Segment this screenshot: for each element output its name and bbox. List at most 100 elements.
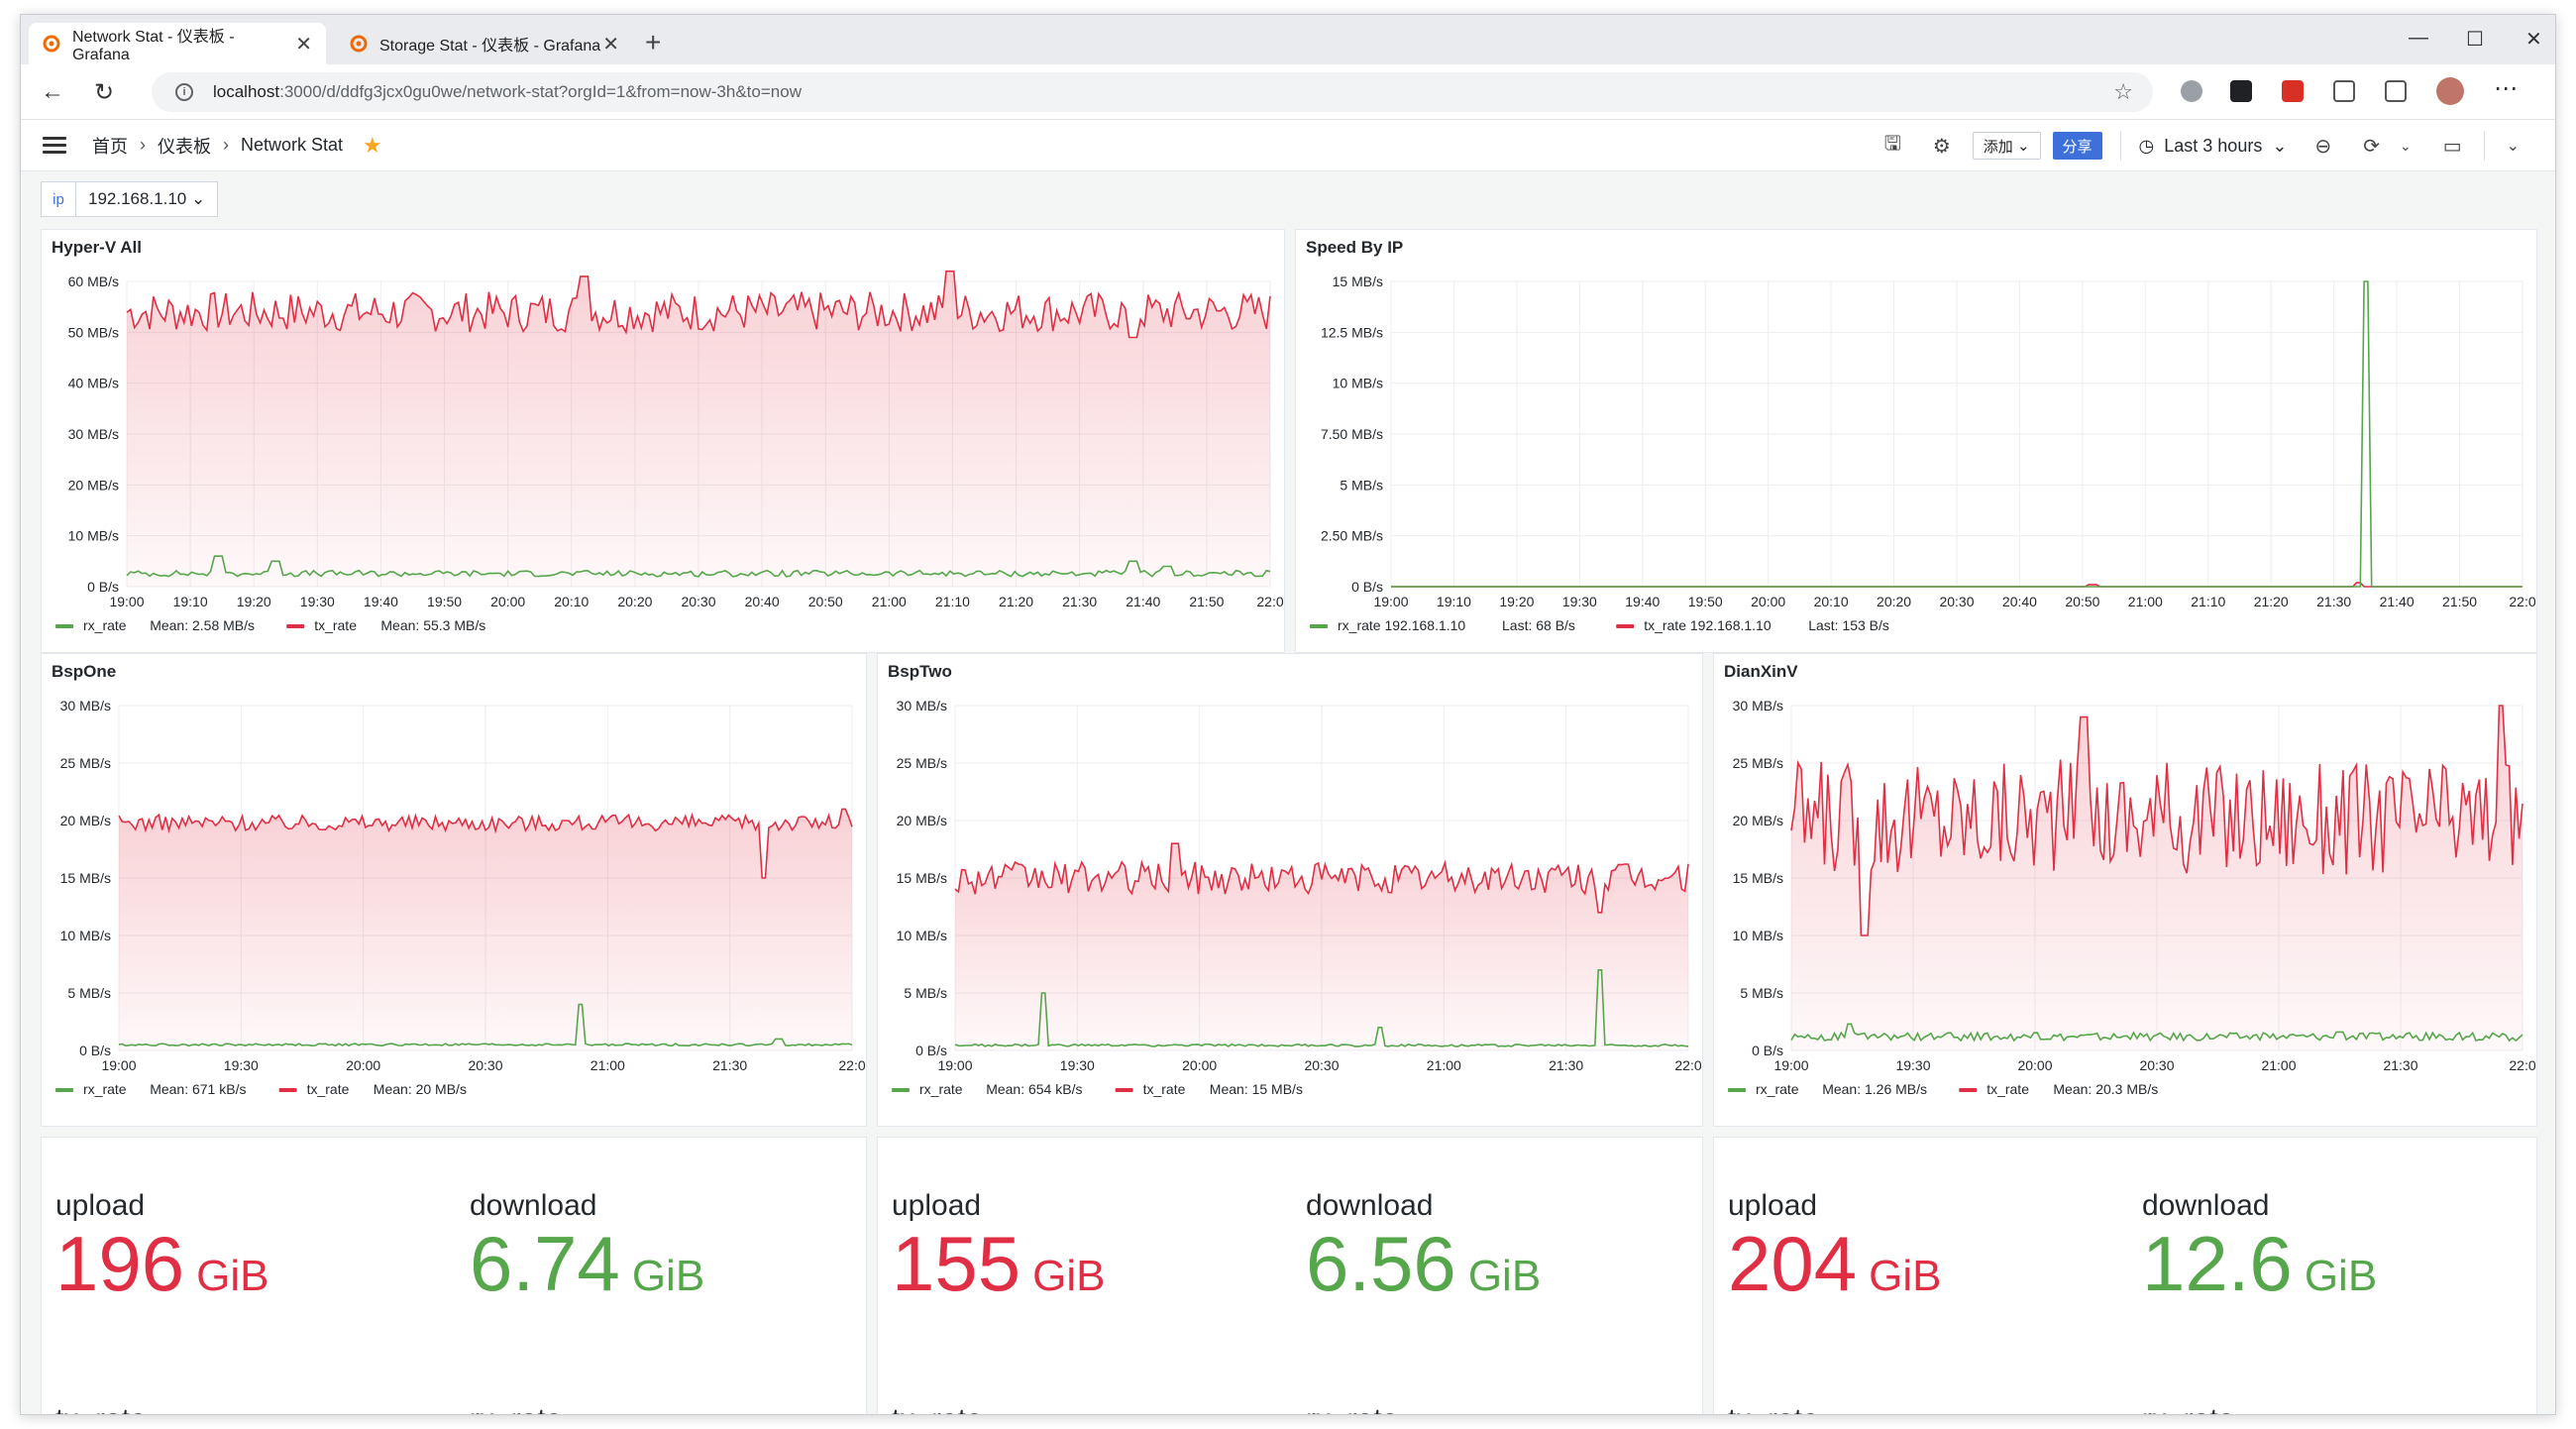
legend-value: Mean: 20.3 MB/s xyxy=(2053,1081,2158,1097)
url-path: :3000/d/ddfg3jcx0gu0we/network-stat?orgI… xyxy=(279,82,802,101)
tab-network-stat[interactable]: Network Stat - 仪表板 - Grafana ✕ xyxy=(29,23,326,64)
panel-title: BspOne xyxy=(52,662,117,681)
x-tick-label: 21:00 xyxy=(2261,1057,2296,1073)
tab-storage-stat[interactable]: Storage Stat - 仪表板 - Grafana ✕ xyxy=(336,23,633,64)
zoom-out-icon[interactable]: ⊖ xyxy=(2314,135,2332,158)
panel-bsptwo[interactable]: BspTwo 0 B/s 5 MB/s 10 MB/s 15 MB/s 20 MB/s 2… xyxy=(877,653,1703,1127)
x-tick-label: 21:30 xyxy=(1062,594,1097,609)
x-tick-label: 22:0 xyxy=(838,1057,865,1073)
stat-number: 204 xyxy=(1728,1220,1858,1307)
stat-number: 6.74 xyxy=(470,1220,620,1307)
x-tick-label: 20:10 xyxy=(1814,594,1849,609)
tv-mode-icon[interactable]: ▭ xyxy=(2442,135,2462,158)
bsptwo-chart: 0 B/s 5 MB/s 10 MB/s 15 MB/s 20 MB/s 25 MB/s 3… xyxy=(892,698,1702,1097)
favorite-star-icon[interactable]: ★ xyxy=(363,132,382,158)
variable-select[interactable]: 192.168.1.10 ⌄ xyxy=(76,181,219,217)
clock-icon: ◷ xyxy=(2138,135,2165,156)
panel-speed-by-ip[interactable]: Speed By IP 0 B/s 2.50 MB/s 5 MB/s 7.50 MB/… xyxy=(1295,229,2537,653)
refresh-icon[interactable]: ⟳ xyxy=(2363,135,2380,158)
x-tick-label: 21:00 xyxy=(872,594,907,609)
panel-title: Speed By IP xyxy=(1306,238,1404,257)
x-tick-label: 22:0 xyxy=(1256,594,1283,609)
x-tick-label: 21:00 xyxy=(2128,594,2163,609)
y-tick-label: 10 MB/s xyxy=(1733,928,1783,943)
x-tick-label: 21:50 xyxy=(2442,594,2477,609)
x-tick-label: 19:00 xyxy=(1373,594,1408,609)
panel-dianxinv[interactable]: DianXinV 0 B/s 5 MB/s 10 MB/s 15 MB/s 20 MB/… xyxy=(1713,653,2537,1127)
site-info-icon[interactable]: i xyxy=(175,83,193,101)
stat-value: 12.6 GiB xyxy=(2142,1225,2377,1302)
extension-icon[interactable] xyxy=(2230,80,2252,102)
x-tick-label: 19:00 xyxy=(1773,1057,1808,1073)
legend-label: rx_rate xyxy=(83,1081,127,1097)
bookmark-star-icon[interactable]: ☆ xyxy=(2113,79,2133,104)
legend-value: Mean: 20 MB/s xyxy=(374,1081,467,1097)
y-tick-label: 5 MB/s xyxy=(1340,477,1383,493)
upload-stat: upload 204 GiB xyxy=(1728,1189,1942,1302)
panel-title: Hyper-V All xyxy=(52,238,143,257)
y-tick-label: 30 MB/s xyxy=(897,698,947,714)
dashboard-toolbar: 🖫 ⚙ 添加 ⌄ 分享 ◷ Last 3 hours ⌄ ⊖ ⟳ ⌄ ▭ ⌄ xyxy=(1869,120,2535,171)
hyperv-chart: 0 B/s 10 MB/s 20 MB/s 30 MB/s 40 MB/s 50 MB/s… xyxy=(55,270,1284,633)
maximize-button[interactable]: ☐ xyxy=(2466,29,2484,51)
refresh-interval-chevron-icon[interactable]: ⌄ xyxy=(2399,137,2412,154)
collapse-chevron-icon[interactable]: ⌄ xyxy=(2506,138,2520,155)
time-range-label: Last 3 hours xyxy=(2164,135,2263,156)
close-window-button[interactable]: ✕ xyxy=(2525,29,2542,51)
x-tick-label: 20:30 xyxy=(681,594,715,609)
legend-swatch xyxy=(1616,624,1635,628)
x-tick-label: 22:0 xyxy=(2509,594,2535,609)
save-icon[interactable]: 🖫 xyxy=(1883,133,1901,155)
y-tick-label: 15 MB/s xyxy=(897,870,947,886)
profile-avatar[interactable] xyxy=(2436,77,2464,105)
x-tick-label: 19:20 xyxy=(1499,594,1534,609)
close-tab-icon[interactable]: ✕ xyxy=(602,33,619,55)
more-menu-icon[interactable]: ⋯ xyxy=(2494,75,2518,102)
y-tick-label: 25 MB/s xyxy=(1733,755,1783,771)
y-tick-label: 15 MB/s xyxy=(1733,870,1783,886)
panel-bspone[interactable]: BspOne 0 B/s 5 MB/s 10 MB/s 15 MB/s 20 MB/s 2… xyxy=(41,653,867,1127)
x-tick-label: 20:20 xyxy=(617,594,652,609)
stat-value: 6.56 GiB xyxy=(1306,1225,1541,1302)
x-tick-label: 20:00 xyxy=(2017,1057,2052,1073)
extension-icon[interactable] xyxy=(2181,80,2202,102)
extension-icon[interactable] xyxy=(2282,80,2304,102)
x-tick-label: 19:50 xyxy=(427,594,462,609)
add-button[interactable]: 添加 ⌄ xyxy=(1972,132,2041,160)
split-view-icon[interactable] xyxy=(2385,80,2407,102)
share-button[interactable]: 分享 xyxy=(2052,132,2102,160)
time-picker[interactable]: ◷ Last 3 hours ⌄ xyxy=(2139,136,2288,157)
close-tab-icon[interactable]: ✕ xyxy=(295,33,312,55)
legend-swatch xyxy=(1728,1088,1746,1092)
series-line-rx_rate xyxy=(126,555,1271,578)
y-tick-label: 7.50 MB/s xyxy=(1321,426,1383,442)
extensions-puzzle-icon[interactable] xyxy=(2333,80,2355,102)
upload-stat: upload 155 GiB xyxy=(892,1189,1106,1302)
panel-hyperv[interactable]: Hyper-V All 0 B/s 10 MB/s 20 MB/s 30 MB/s 40… xyxy=(41,229,1285,653)
stat-value: 204 GiB xyxy=(1728,1225,1942,1302)
breadcrumb-current: Network Stat xyxy=(241,135,344,155)
stat-number: 196 xyxy=(55,1220,185,1307)
breadcrumb-home[interactable]: 首页 xyxy=(92,136,128,157)
url-input[interactable]: i localhost :3000/d/ddfg3jcx0gu0we/netwo… xyxy=(152,72,2153,112)
chevron-right-icon: › xyxy=(140,135,146,155)
breadcrumb-dashboards[interactable]: 仪表板 xyxy=(158,136,211,157)
download-stat: download 6.56 GiB xyxy=(1306,1189,1541,1302)
menu-icon[interactable] xyxy=(43,133,66,158)
variable-label: ip xyxy=(41,181,76,217)
reload-icon[interactable]: ↻ xyxy=(94,79,115,106)
y-tick-label: 50 MB/s xyxy=(68,324,119,340)
x-tick-label: 19:20 xyxy=(237,594,271,609)
minimize-button[interactable]: — xyxy=(2409,27,2428,49)
legend-label: tx_rate xyxy=(1986,1081,2029,1097)
x-tick-label: 19:00 xyxy=(937,1057,972,1073)
x-tick-label: 21:00 xyxy=(590,1057,625,1073)
back-arrow-icon[interactable]: ← xyxy=(41,78,64,105)
legend-swatch xyxy=(1310,624,1328,628)
x-tick-label: 19:00 xyxy=(109,594,144,609)
gear-icon[interactable]: ⚙ xyxy=(1932,135,1951,158)
new-tab-button[interactable]: + xyxy=(645,27,662,57)
